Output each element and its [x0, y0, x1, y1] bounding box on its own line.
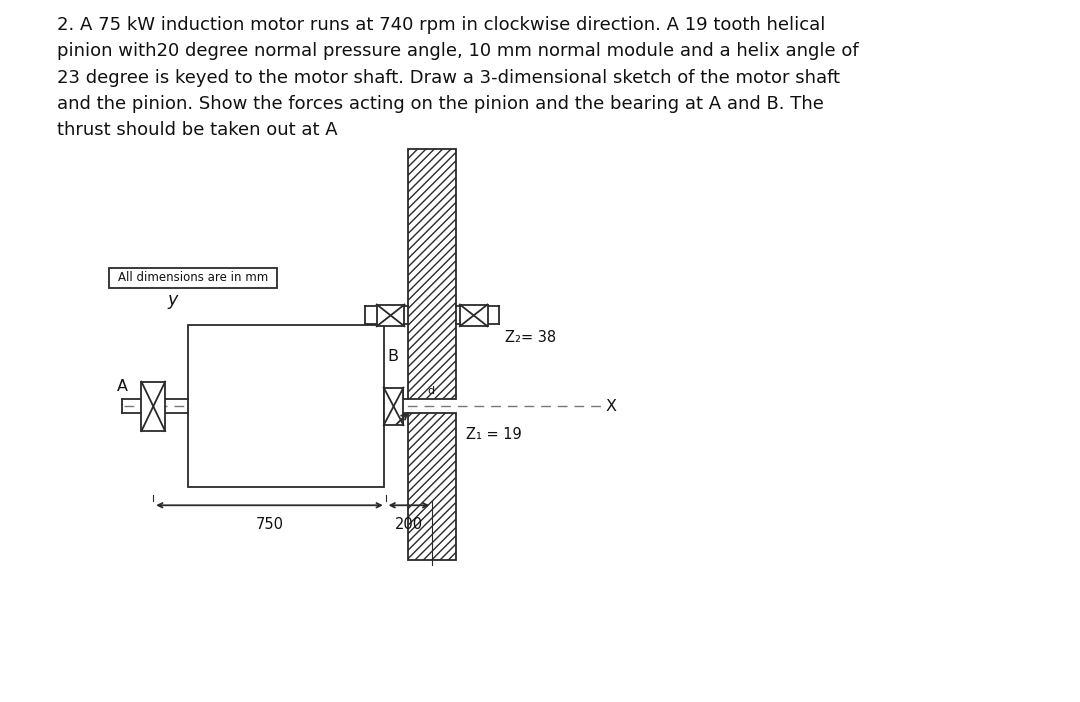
Bar: [383, 388, 404, 425]
Text: Z₁ = 19: Z₁ = 19: [465, 427, 522, 442]
Bar: [377, 305, 405, 326]
Text: y: y: [167, 291, 178, 309]
Bar: [109, 268, 276, 288]
Bar: [408, 413, 456, 559]
Text: 2. A 75 kW induction motor runs at 740 rpm in clockwise direction. A 19 tooth he: 2. A 75 kW induction motor runs at 740 r…: [57, 15, 859, 140]
Bar: [460, 305, 487, 326]
Text: X: X: [605, 399, 617, 414]
Text: 200: 200: [395, 517, 423, 532]
Bar: [188, 325, 383, 487]
Text: A: A: [117, 379, 127, 394]
Text: d: d: [428, 385, 435, 395]
Text: 750: 750: [256, 517, 283, 532]
Text: All dimensions are in mm: All dimensions are in mm: [118, 271, 268, 284]
Text: B: B: [388, 350, 399, 364]
Bar: [408, 150, 456, 399]
Bar: [141, 382, 165, 431]
Text: Z₂= 38: Z₂= 38: [505, 330, 556, 345]
